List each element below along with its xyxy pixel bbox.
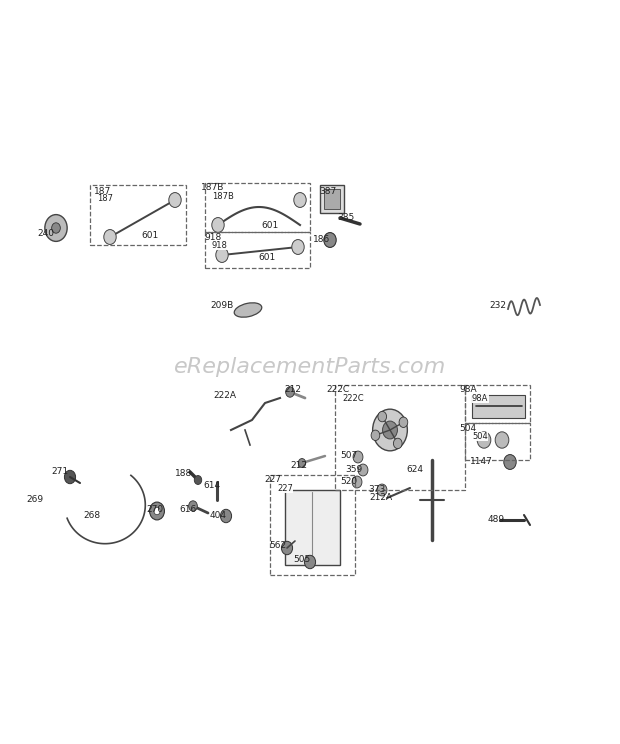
Circle shape xyxy=(383,421,397,439)
Text: 601: 601 xyxy=(262,220,278,229)
Text: 504: 504 xyxy=(459,423,477,432)
Text: 269: 269 xyxy=(27,496,43,504)
Text: 227: 227 xyxy=(277,484,293,493)
Text: 387: 387 xyxy=(319,187,337,196)
Text: 209B: 209B xyxy=(210,301,234,310)
Bar xyxy=(205,232,310,268)
Circle shape xyxy=(352,476,362,488)
Text: 232: 232 xyxy=(490,301,507,310)
Bar xyxy=(270,475,355,575)
Text: 187: 187 xyxy=(97,194,113,203)
Text: eReplacementParts.com: eReplacementParts.com xyxy=(174,357,446,377)
Text: 98A: 98A xyxy=(459,385,477,394)
Text: 624: 624 xyxy=(407,466,423,475)
Circle shape xyxy=(394,438,402,449)
Text: 268: 268 xyxy=(84,512,100,521)
Text: 188: 188 xyxy=(175,469,193,478)
Bar xyxy=(90,185,186,245)
Text: 187B: 187B xyxy=(202,184,224,193)
Circle shape xyxy=(51,222,60,233)
Circle shape xyxy=(378,411,387,422)
Text: 186: 186 xyxy=(313,236,330,245)
Text: 489: 489 xyxy=(487,516,505,525)
Text: 507: 507 xyxy=(340,451,358,460)
Circle shape xyxy=(64,470,76,484)
Circle shape xyxy=(373,409,407,451)
Text: 98A: 98A xyxy=(472,394,489,403)
Circle shape xyxy=(377,484,387,496)
Text: 373: 373 xyxy=(368,486,386,495)
Circle shape xyxy=(292,240,304,254)
Text: 614: 614 xyxy=(203,481,221,490)
Circle shape xyxy=(221,510,232,523)
Bar xyxy=(324,189,340,209)
Text: 505: 505 xyxy=(293,556,311,565)
Text: 385: 385 xyxy=(337,214,355,222)
Text: 222C: 222C xyxy=(327,385,350,394)
Circle shape xyxy=(169,193,181,208)
Bar xyxy=(205,183,310,232)
Circle shape xyxy=(477,432,491,448)
Text: 227: 227 xyxy=(265,475,281,484)
Circle shape xyxy=(399,417,408,428)
Circle shape xyxy=(45,214,67,241)
Text: 1147: 1147 xyxy=(469,458,492,466)
Ellipse shape xyxy=(234,303,262,317)
Text: 187: 187 xyxy=(94,187,112,196)
Text: 601: 601 xyxy=(141,231,159,240)
Text: 212: 212 xyxy=(291,461,308,469)
Text: 918: 918 xyxy=(205,232,221,242)
Circle shape xyxy=(104,230,116,245)
Bar xyxy=(320,185,344,213)
Circle shape xyxy=(304,555,316,568)
Text: 222C: 222C xyxy=(342,394,363,403)
Circle shape xyxy=(154,507,160,515)
Circle shape xyxy=(281,542,293,555)
Text: 504: 504 xyxy=(472,432,488,441)
Circle shape xyxy=(149,502,164,520)
Bar xyxy=(285,490,340,565)
Text: 212: 212 xyxy=(285,385,301,394)
Text: 212A: 212A xyxy=(370,493,392,502)
Bar xyxy=(465,385,530,423)
Circle shape xyxy=(371,430,380,440)
Text: 601: 601 xyxy=(259,254,276,263)
Circle shape xyxy=(358,464,368,476)
Text: 616: 616 xyxy=(179,505,197,515)
Text: 187B: 187B xyxy=(212,192,234,201)
Text: 270: 270 xyxy=(146,505,164,515)
Circle shape xyxy=(216,248,228,263)
Text: 404: 404 xyxy=(210,510,226,519)
Text: 562: 562 xyxy=(270,540,286,550)
Circle shape xyxy=(194,475,202,484)
Bar xyxy=(465,423,530,460)
Circle shape xyxy=(504,455,516,469)
Circle shape xyxy=(212,217,224,232)
Text: 359: 359 xyxy=(345,464,363,473)
Circle shape xyxy=(353,451,363,463)
Circle shape xyxy=(298,458,306,467)
Bar xyxy=(472,395,525,418)
Circle shape xyxy=(286,387,294,397)
Bar xyxy=(335,385,465,490)
Text: 520: 520 xyxy=(340,476,358,486)
Text: 271: 271 xyxy=(51,467,69,476)
Circle shape xyxy=(324,233,336,248)
Circle shape xyxy=(294,193,306,208)
Text: 240: 240 xyxy=(37,229,55,239)
Text: 918: 918 xyxy=(212,241,228,250)
Circle shape xyxy=(495,432,509,448)
Circle shape xyxy=(188,501,197,511)
Text: 222A: 222A xyxy=(213,391,236,400)
